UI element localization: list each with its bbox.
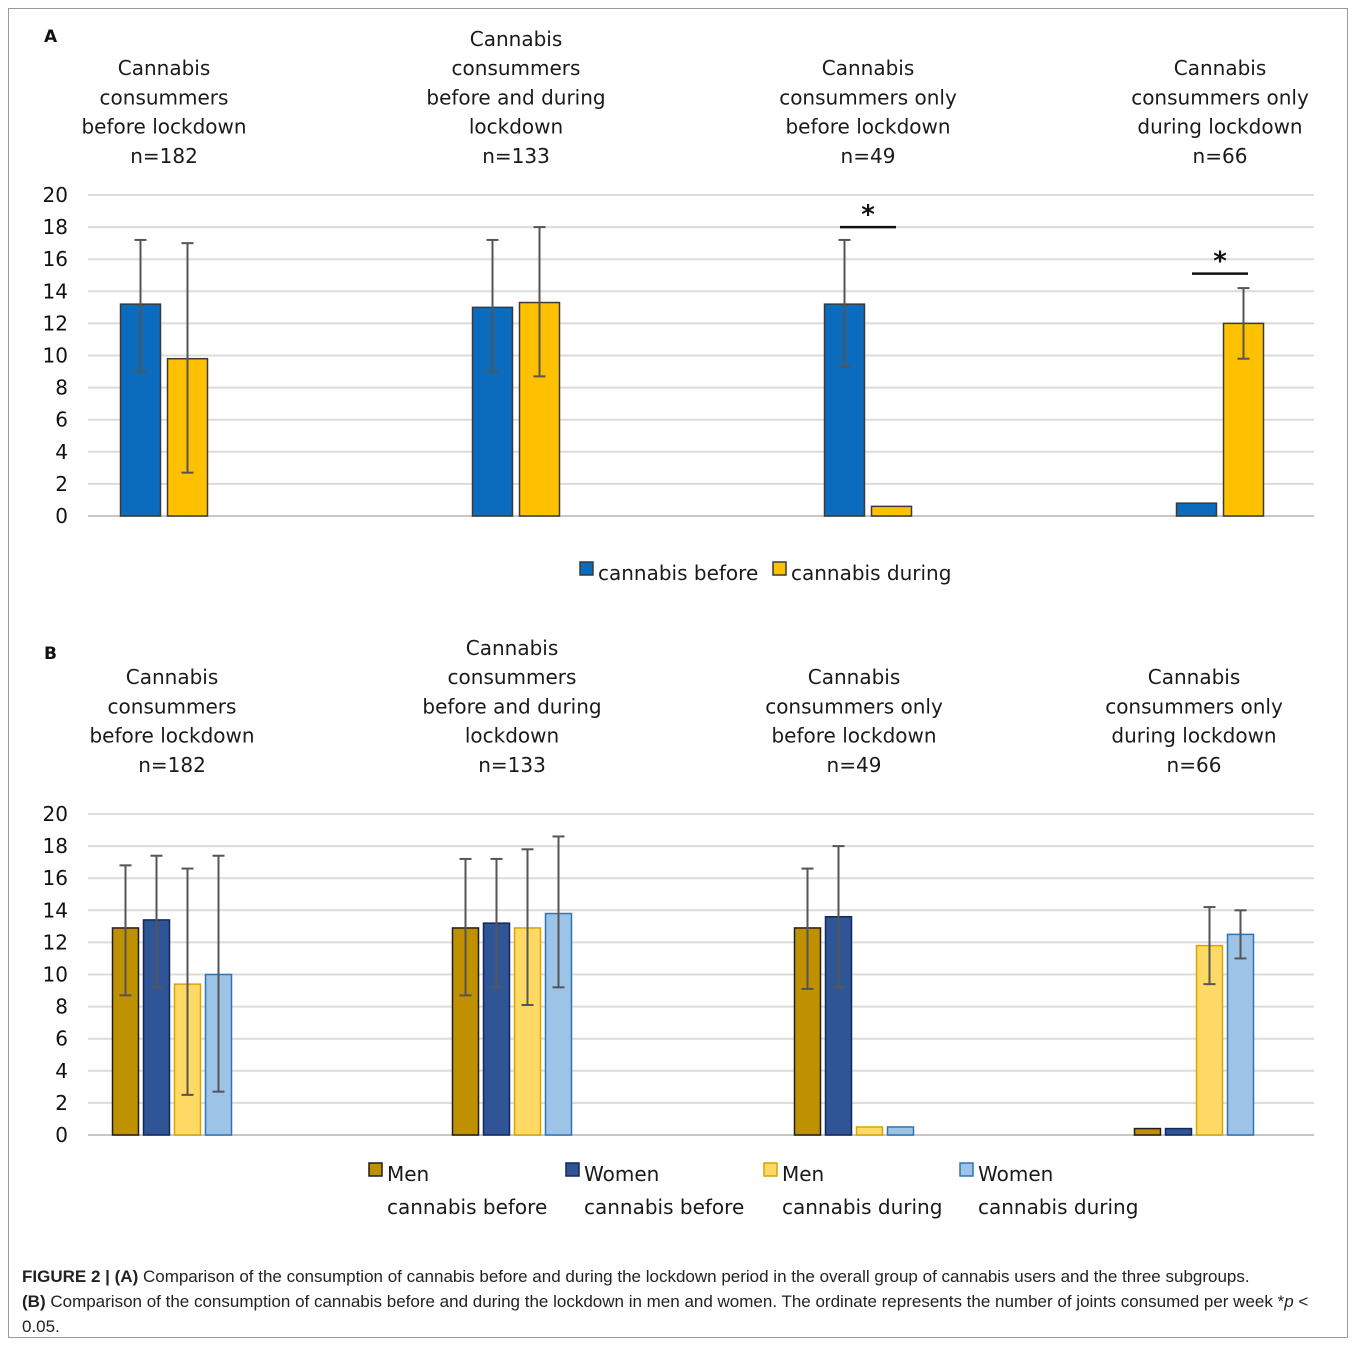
panel-b-legend-swatch [763,1162,778,1177]
panel-a-category-label: consummers only [779,85,957,109]
panel-a-legend-swatch [579,561,594,576]
panel-a-category-label: n=49 [841,144,896,168]
panel-b-ytick-label: 16 [43,866,68,890]
panel-a-category-label: during lockdown [1137,115,1302,139]
panel-a-category-label: before lockdown [81,115,246,139]
panel-a-category-label: Cannabis [822,56,915,80]
panel-b-bar [1226,933,1255,1136]
panel-b-ytick-label: 10 [43,963,68,987]
panel-b-legend-label: Women [978,1162,1053,1186]
caption-a-text: Comparison of the consumption of cannabi… [138,1267,1250,1286]
panel-b-legend-swatch [368,1162,383,1177]
panel-b-ytick-label: 12 [43,930,68,954]
panel-a-ytick-label: 12 [43,311,68,335]
panel-a-ytick-label: 8 [55,376,68,400]
panel-b-legend-label: Men [782,1162,824,1186]
panel-a-category-label: consummers [452,56,581,80]
figure-caption: FIGURE 2 | (A) Comparison of the consump… [22,1264,1340,1339]
panel-a-category-label: Cannabis [1174,56,1267,80]
panel-a-category-label: n=182 [130,144,198,168]
panel-a-ytick-label: 16 [43,247,68,271]
panel-b-category-label: Cannabis [466,636,559,660]
panel-b-legend-label: cannabis before [584,1195,744,1219]
panel-b-ytick-label: 6 [55,1027,68,1051]
panel-a-ytick-label: 20 [43,183,68,207]
panel-a-legend-label: cannabis during [791,561,951,585]
panel-a-significance-star: * [861,200,875,230]
panel-b-legend-swatch [959,1162,974,1177]
panel-b-category-label: before lockdown [771,724,936,748]
panel-b-ytick-label: 4 [55,1059,68,1083]
panel-b-category-label: Cannabis [1148,665,1241,689]
panel-a-significance-star: * [1213,247,1227,277]
panel-a-bar [870,505,913,517]
panel-a-category-label: consummers [100,85,229,109]
panel-a-category-label: before and during [426,85,605,109]
panel-a-category-label: Cannabis [118,56,211,80]
panel-b-legend-swatch [565,1162,580,1177]
panel-a-category-label: n=133 [482,144,550,168]
panel-b-category-label: lockdown [465,724,559,748]
panel-b-legend-label: Women [584,1162,659,1186]
panel-b-label: B [44,644,57,664]
caption-b-text: Comparison of the consumption of cannabi… [45,1292,1285,1311]
caption-b-label: (B) [22,1292,46,1311]
panel-a-ytick-label: 4 [55,440,68,464]
panel-a-category-label: before lockdown [785,115,950,139]
panel-a-ytick-label: 6 [55,408,68,432]
panel-b-legend-label: cannabis during [782,1195,942,1219]
caption-p-symbol: p [1284,1292,1294,1311]
panel-b-category-label: consummers only [765,694,943,718]
panel-a-legend-swatch [772,561,787,576]
panel-a-bar [1222,322,1265,517]
panel-b-category-label: n=133 [478,753,546,777]
panel-b-category-label: Cannabis [126,665,219,689]
panel-a-bar [1175,502,1218,517]
panel-b-ytick-label: 18 [43,834,68,858]
panel-b-ytick-label: 14 [43,898,68,922]
panel-a-category-label: Cannabis [470,27,563,51]
panel-a-label: A [44,27,58,47]
panel-a-category-label: n=66 [1193,144,1248,168]
panel-a-ytick-label: 14 [43,279,68,303]
panel-a-ytick-label: 10 [43,344,68,368]
panel-a-ytick-label: 0 [55,504,68,528]
panel-a-legend-label: cannabis before [598,561,758,585]
panel-a-category-label: lockdown [469,115,563,139]
panel-b-bar [1133,1127,1162,1136]
panel-b-ytick-label: 0 [55,1123,68,1147]
panel-b-legend-label: cannabis before [387,1195,547,1219]
panel-b-ytick-label: 8 [55,995,68,1019]
caption-a-label: (A) [114,1267,139,1286]
panel-b-category-label: consummers [108,694,237,718]
panel-a-ytick-label: 2 [55,472,68,496]
panel-a-category-label: consummers only [1131,85,1309,109]
panel-b-category-label: before lockdown [89,724,254,748]
panel-b-category-label: consummers only [1105,694,1283,718]
panel-b-ytick-label: 2 [55,1091,68,1115]
panel-a-ytick-label: 18 [43,215,68,239]
figure-2-chart: A02468101214161820Cannabisconsummersbefo… [43,27,1314,1219]
panel-b-category-label: consummers [448,665,577,689]
panel-b-bar [1164,1127,1193,1136]
panel-b-ytick-label: 20 [43,802,68,826]
panel-b-category-label: Cannabis [808,665,901,689]
panel-b-legend-label: cannabis during [978,1195,1138,1219]
panel-b-category-label: during lockdown [1111,724,1276,748]
panel-b-category-label: n=66 [1167,753,1222,777]
caption-figure-label: FIGURE 2 | [22,1267,110,1286]
panel-b-bar [886,1126,915,1136]
caption-p-tail: < 0.05. [22,1292,1309,1336]
panel-b-category-label: before and during [422,694,601,718]
panel-b-legend-label: Men [387,1162,429,1186]
panel-b-category-label: n=182 [138,753,206,777]
panel-b-bar [855,1126,884,1136]
panel-b-category-label: n=49 [827,753,882,777]
